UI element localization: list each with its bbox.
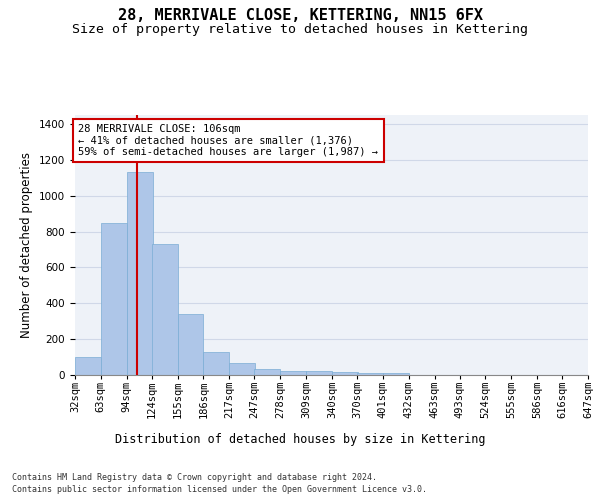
Bar <box>127 172 152 375</box>
Bar <box>229 364 255 375</box>
Text: Contains HM Land Registry data © Crown copyright and database right 2024.: Contains HM Land Registry data © Crown c… <box>12 472 377 482</box>
Bar <box>332 372 358 375</box>
Bar <box>383 373 409 375</box>
Bar <box>280 370 306 375</box>
Text: Size of property relative to detached houses in Kettering: Size of property relative to detached ho… <box>72 22 528 36</box>
Bar <box>306 372 332 375</box>
Bar <box>357 373 383 375</box>
Text: Contains public sector information licensed under the Open Government Licence v3: Contains public sector information licen… <box>12 485 427 494</box>
Bar <box>178 314 203 375</box>
Text: Distribution of detached houses by size in Kettering: Distribution of detached houses by size … <box>115 432 485 446</box>
Bar <box>75 357 101 375</box>
Bar <box>101 222 127 375</box>
Bar <box>152 244 178 375</box>
Y-axis label: Number of detached properties: Number of detached properties <box>20 152 34 338</box>
Text: 28, MERRIVALE CLOSE, KETTERING, NN15 6FX: 28, MERRIVALE CLOSE, KETTERING, NN15 6FX <box>118 8 482 22</box>
Bar <box>254 368 280 375</box>
Text: 28 MERRIVALE CLOSE: 106sqm
← 41% of detached houses are smaller (1,376)
59% of s: 28 MERRIVALE CLOSE: 106sqm ← 41% of deta… <box>79 124 379 157</box>
Bar <box>203 352 229 375</box>
